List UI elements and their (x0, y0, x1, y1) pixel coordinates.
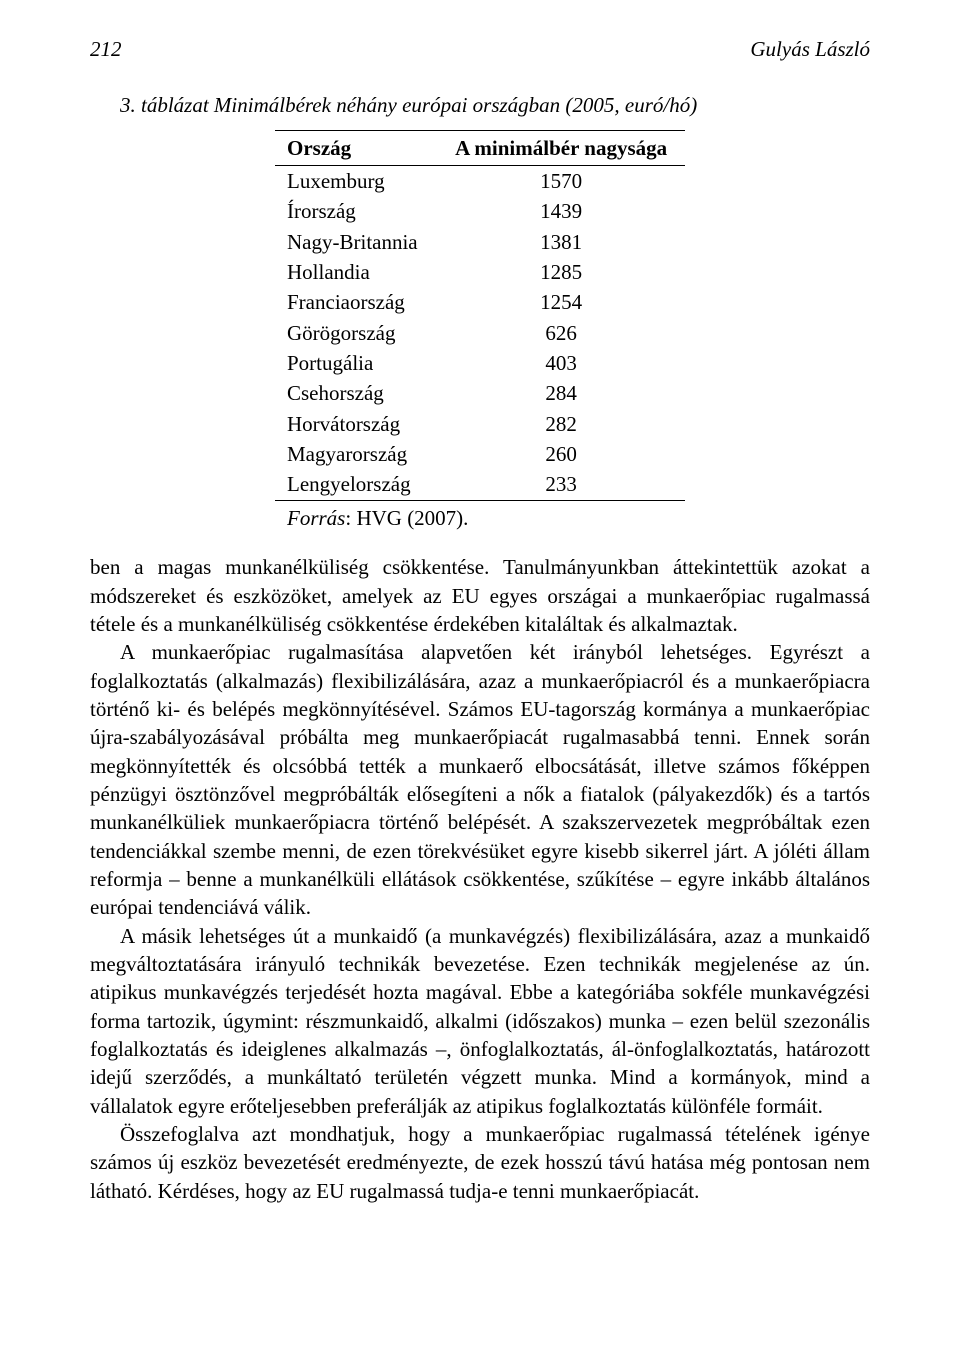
table-row: Franciaország1254 (275, 287, 685, 317)
page-number: 212 (90, 35, 122, 63)
cell-country: Görögország (275, 318, 437, 348)
paragraph-2: A munkaerőpiac rugalmasítása alapvetően … (90, 638, 870, 921)
cell-value: 1254 (437, 287, 685, 317)
table-source: Forrás: HVG (2007). (275, 500, 685, 533)
cell-value: 1570 (437, 166, 685, 197)
cell-value: 1285 (437, 257, 685, 287)
cell-value: 260 (437, 439, 685, 469)
table-row: Írország1439 (275, 196, 685, 226)
cell-country: Luxemburg (275, 166, 437, 197)
cell-value: 403 (437, 348, 685, 378)
cell-country: Csehország (275, 378, 437, 408)
cell-country: Magyarország (275, 439, 437, 469)
table-row: Görögország626 (275, 318, 685, 348)
cell-country: Portugália (275, 348, 437, 378)
running-header: 212 Gulyás László (90, 35, 870, 63)
cell-country: Horvátország (275, 409, 437, 439)
cell-country: Franciaország (275, 287, 437, 317)
col-country: Ország (275, 130, 437, 165)
cell-value: 1381 (437, 227, 685, 257)
table-row: Lengyelország233 (275, 469, 685, 500)
cell-country: Lengyelország (275, 469, 437, 500)
table-caption: 3. táblázat Minimálbérek néhány európai … (90, 91, 870, 119)
cell-value: 282 (437, 409, 685, 439)
table-head: Ország A minimálbér nagysága (275, 130, 685, 165)
paragraph-1: ben a magas munkanélküliség csökkentése.… (90, 553, 870, 638)
table-row: Csehország284 (275, 378, 685, 408)
table-row: Hollandia1285 (275, 257, 685, 287)
cell-country: Nagy-Britannia (275, 227, 437, 257)
author-name: Gulyás László (750, 35, 870, 63)
paragraph-4: Összefoglalva azt mondhatjuk, hogy a mun… (90, 1120, 870, 1205)
cell-value: 626 (437, 318, 685, 348)
table-row: Nagy-Britannia1381 (275, 227, 685, 257)
col-value: A minimálbér nagysága (437, 130, 685, 165)
table-row: Magyarország260 (275, 439, 685, 469)
cell-value: 1439 (437, 196, 685, 226)
table-row: Luxemburg1570 (275, 166, 685, 197)
table-source-row: Forrás: HVG (2007). (275, 500, 685, 533)
table-body: Luxemburg1570Írország1439Nagy-Britannia1… (275, 166, 685, 534)
minimum-wage-table: Ország A minimálbér nagysága Luxemburg15… (275, 130, 685, 533)
cell-country: Hollandia (275, 257, 437, 287)
cell-value: 284 (437, 378, 685, 408)
table-row: Portugália403 (275, 348, 685, 378)
paragraph-3: A másik lehetséges út a munkaidő (a munk… (90, 922, 870, 1120)
cell-value: 233 (437, 469, 685, 500)
cell-country: Írország (275, 196, 437, 226)
table-row: Horvátország282 (275, 409, 685, 439)
